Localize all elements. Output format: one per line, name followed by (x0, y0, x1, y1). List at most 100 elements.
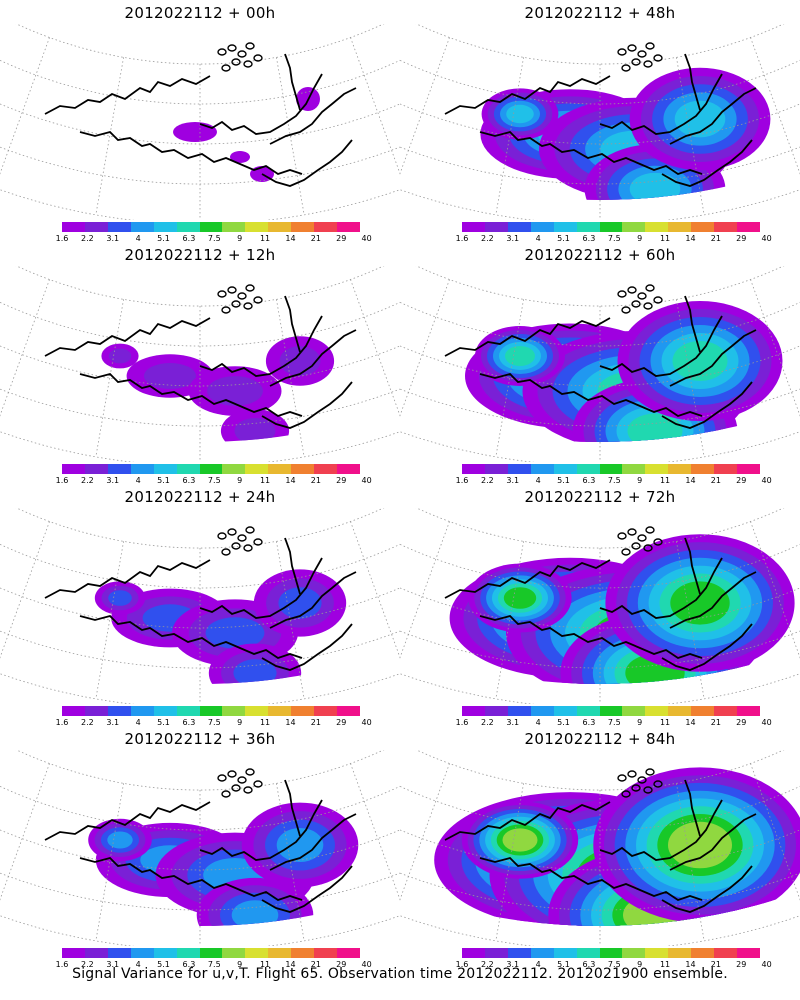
longitude-line (0, 279, 50, 417)
colorbar-tick-label: 1.6 (55, 476, 69, 485)
colorbar-swatch (622, 706, 646, 716)
panel-title: 2012022112 + 60h (524, 246, 676, 264)
map-panel: 2012022112 + 72h 1.6 2.2 3.1 4 5.1 6.3 7.5 9 11 14… (400, 484, 800, 727)
longitude-line (400, 279, 450, 417)
longitude-line (276, 783, 305, 941)
coastline (444, 559, 611, 599)
colorbar-swatch (130, 706, 154, 716)
coastline (44, 75, 211, 115)
colorbar-tick-label: 11 (659, 718, 671, 727)
coastline (79, 856, 303, 901)
colorbar-ticks: 1.6 2.2 3.1 4 5.1 6.3 7.5 9 11 14 21 29 40 (48, 718, 378, 728)
colorbar-swatch (222, 948, 246, 958)
island-outline (245, 526, 255, 534)
colorbar-tick-label: 11 (259, 234, 271, 243)
colorbar-swatch (668, 948, 692, 958)
colorbar-tick-label: 11 (659, 476, 671, 485)
island-outline (637, 50, 647, 58)
colorbar-tick-label: 4 (135, 718, 141, 727)
colorbar-tick-label: 2.2 (81, 476, 94, 485)
colorbar-tick-label: 9 (237, 476, 243, 485)
colorbar-swatch (84, 222, 108, 232)
colorbar-swatch (553, 706, 577, 716)
colorbar (62, 464, 360, 474)
map-panel: 2012022112 + 84h 1.6 2.2 3.1 4 5.1 6.3 7.5 9 11 14… (400, 726, 800, 969)
colorbar-ticks: 1.6 2.2 3.1 4 5.1 6.3 7.5 9 11 14 21 29 40 (48, 476, 378, 486)
colorbar-swatch (599, 222, 623, 232)
island-outline (231, 58, 241, 66)
colorbar-swatch (530, 706, 554, 716)
colorbar-swatch (737, 464, 760, 474)
colorbar-tick-label: 40 (361, 960, 372, 969)
island-outline (227, 44, 237, 52)
colorbar-swatch (645, 464, 669, 474)
colorbar-swatch (291, 948, 315, 958)
colorbar-tick-label: 14 (685, 476, 696, 485)
coastline (261, 623, 353, 671)
panel-title: 2012022112 + 12h (124, 246, 276, 264)
island-outline (237, 50, 247, 58)
colorbar-tick-label: 5.1 (157, 960, 170, 969)
longitude-line (495, 57, 524, 215)
colorbar-swatch (337, 222, 360, 232)
island-outline (621, 790, 631, 798)
colorbar-swatch (714, 222, 738, 232)
colorbar-tick-label: 7.5 (207, 960, 221, 969)
latitude-line (15, 750, 385, 791)
colorbar-swatch (714, 948, 738, 958)
colorbar-ticks: 1.6 2.2 3.1 4 5.1 6.3 7.5 9 11 14 21 29 40 (48, 960, 378, 970)
colorbar-swatch (222, 222, 246, 232)
colorbar-swatch (599, 948, 623, 958)
colorbar-tick-label: 1.6 (55, 234, 69, 243)
coastline (284, 779, 301, 837)
colorbar-swatch (199, 706, 223, 716)
colorbar-tick-label: 4 (135, 476, 141, 485)
colorbar-swatch (553, 948, 577, 958)
colorbar-tick-label: 7.5 (207, 718, 221, 727)
colorbar-swatch (737, 222, 760, 232)
coastline (479, 130, 703, 175)
colorbar-tick-label: 6.3 (582, 718, 596, 727)
colorbar-swatch (268, 464, 292, 474)
colorbar-swatch (714, 464, 738, 474)
longitude-line (276, 299, 305, 457)
island-outline (227, 528, 237, 536)
colorbar-swatch (668, 222, 692, 232)
island-outline (637, 534, 647, 542)
colorbar-tick-label: 4 (535, 234, 541, 243)
colorbar (462, 222, 760, 232)
colorbar-tick-label: 4 (135, 234, 141, 243)
longitude-line (276, 57, 305, 215)
longitude-line (400, 521, 450, 659)
map-panel: 2012022112 + 48h 1.6 2.2 3.1 4 5.1 6.3 7.5 9 11 14… (400, 0, 800, 243)
colorbar-swatch (530, 948, 554, 958)
latitude-line (0, 301, 400, 347)
colorbar-tick-label: 14 (285, 234, 296, 243)
longitude-line (495, 541, 524, 699)
variance-region (670, 581, 730, 625)
colorbar-swatch (291, 222, 315, 232)
colorbar-swatch (691, 464, 715, 474)
colorbar-swatch (314, 222, 338, 232)
latitude-line (415, 750, 785, 791)
colorbar-swatch (245, 706, 269, 716)
island-outline (617, 290, 627, 298)
island-outline (221, 790, 231, 798)
island-outline (237, 292, 247, 300)
colorbar-tick-label: 14 (685, 960, 696, 969)
variance-region (207, 376, 263, 406)
variance-region (672, 341, 728, 381)
variance-region (173, 122, 217, 142)
colorbar-swatch (576, 706, 600, 716)
island-outline (637, 776, 647, 784)
colorbar-tick-label: 21 (710, 960, 721, 969)
colorbar-swatch (553, 222, 577, 232)
colorbar-swatch (62, 706, 85, 716)
colorbar-swatch (176, 464, 200, 474)
island-outline (221, 306, 231, 314)
colorbar-tick-label: 7.5 (607, 960, 621, 969)
colorbar-swatch (645, 948, 669, 958)
colorbar-tick-label: 2.2 (481, 476, 494, 485)
island-outline (653, 538, 663, 546)
colorbar-swatch (507, 464, 531, 474)
